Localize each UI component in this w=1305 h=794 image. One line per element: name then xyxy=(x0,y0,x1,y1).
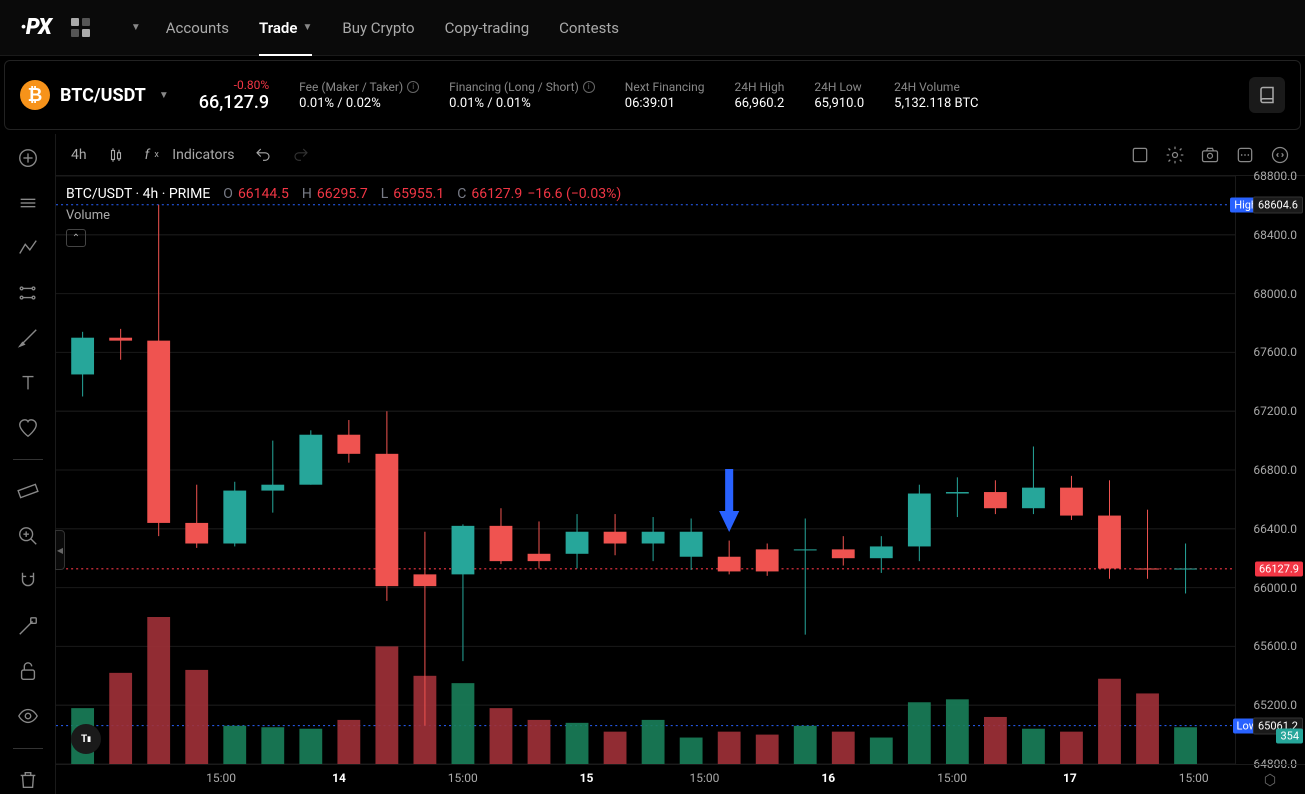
chart-area[interactable]: BTC/USDT · 4h · PRIME O66144.5 H66295.7 … xyxy=(56,176,1305,764)
drawing-toolbar xyxy=(0,134,56,794)
lock-draw-tool[interactable] xyxy=(14,613,42,640)
chart-toolbar: 4h fx Indicators xyxy=(56,134,1305,176)
docs-button[interactable] xyxy=(1249,77,1285,113)
redo-button[interactable] xyxy=(292,146,310,164)
magnet-tool[interactable] xyxy=(14,568,42,595)
y-axis[interactable]: 68800.068400.068000.067600.067200.066800… xyxy=(1235,176,1305,764)
stat-financing: Financing (Long / Short)i 0.01% / 0.01% xyxy=(449,80,595,111)
apps-icon[interactable] xyxy=(71,18,91,38)
info-bar: ₿ BTC/USDT ▼ -0.80% 66,127.9 Fee (Maker … xyxy=(4,60,1301,130)
pattern-tool[interactable] xyxy=(14,279,42,306)
chart-main[interactable]: BTC/USDT · 4h · PRIME O66144.5 H66295.7 … xyxy=(56,176,1235,764)
fullscreen-icon[interactable] xyxy=(1270,145,1290,165)
stat-24h-low: 24H Low 65,910.0 xyxy=(814,80,864,111)
pair-symbol: BTC/USDT xyxy=(60,85,146,106)
nav-accounts[interactable]: Accounts xyxy=(151,0,244,56)
more-icon[interactable] xyxy=(1235,145,1255,165)
indicators-button[interactable]: fx Indicators xyxy=(145,147,235,163)
stat-fee: Fee (Maker / Taker)i 0.01% / 0.02% xyxy=(299,80,419,111)
price-value: 66,127.9 xyxy=(199,92,269,113)
tradingview-logo[interactable]: T▮ xyxy=(71,724,101,754)
collapse-sidebar[interactable]: ◀ xyxy=(55,530,65,570)
nav-trade[interactable]: Trade▼ xyxy=(244,0,327,56)
collapse-legend[interactable]: ⌃ xyxy=(66,229,86,247)
stat-24h-high: 24H High 66,960.2 xyxy=(734,80,784,111)
price-display: -0.80% 66,127.9 xyxy=(199,78,269,113)
info-icon[interactable]: i xyxy=(407,81,419,93)
btc-icon: ₿ xyxy=(20,80,50,110)
chart-panel: 4h fx Indicators BTC/USDT · 4h · PRIME O… xyxy=(56,134,1305,794)
stat-24h-vol: 24H Volume 5,132.118 BTC xyxy=(894,80,978,111)
layout-button[interactable] xyxy=(1130,145,1150,165)
undo-button[interactable] xyxy=(254,146,272,164)
candlestick-chart[interactable] xyxy=(56,176,1235,764)
settings-icon[interactable] xyxy=(1165,145,1185,165)
chevron-down-icon: ▼ xyxy=(159,90,169,101)
nav-contests[interactable]: Contests xyxy=(544,0,634,56)
ruler-tool[interactable] xyxy=(14,478,42,505)
price-change: -0.80% xyxy=(199,78,269,92)
chart-legend: BTC/USDT · 4h · PRIME O66144.5 H66295.7 … xyxy=(66,186,621,247)
trend-line-tool[interactable] xyxy=(14,189,42,216)
candle-type-selector[interactable] xyxy=(107,146,125,164)
timeframe-selector[interactable]: 4h xyxy=(71,147,87,163)
eye-tool[interactable] xyxy=(14,703,42,730)
stat-next-financing: Next Financing 06:39:01 xyxy=(625,80,705,111)
info-icon[interactable]: i xyxy=(583,81,595,93)
logo[interactable]: ·PX xyxy=(20,15,51,40)
nav-copy-trading[interactable]: Copy-trading xyxy=(430,0,545,56)
zoom-tool[interactable] xyxy=(14,523,42,550)
lock-tool[interactable] xyxy=(14,658,42,685)
chevron-down-icon: ▼ xyxy=(131,22,141,33)
pair-selector[interactable]: ₿ BTC/USDT ▼ xyxy=(20,80,169,110)
fib-tool[interactable] xyxy=(14,234,42,261)
heart-tool[interactable] xyxy=(14,414,42,441)
nav-buy-crypto[interactable]: Buy Crypto xyxy=(327,0,429,56)
camera-icon[interactable] xyxy=(1200,145,1220,165)
top-nav: ·PX ▼ AccountsTrade▼Buy CryptoCopy-tradi… xyxy=(0,0,1305,56)
crosshair-tool[interactable] xyxy=(14,144,42,171)
text-tool[interactable] xyxy=(14,369,42,396)
brush-tool[interactable] xyxy=(14,324,42,351)
